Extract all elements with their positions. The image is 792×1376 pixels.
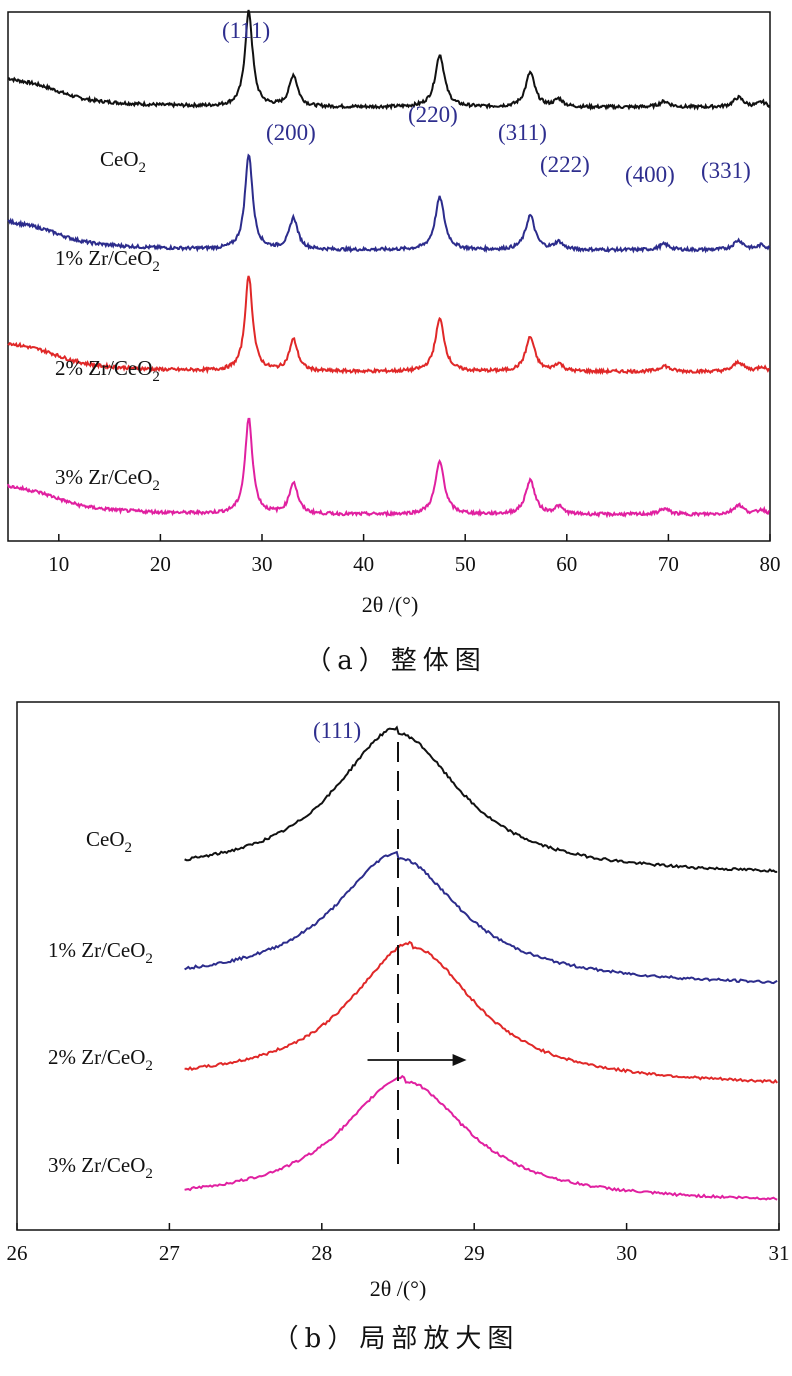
x-tick-label-a-10: 10 [48, 552, 69, 576]
x-axis-title-b: 2θ /(°) [370, 1276, 427, 1301]
series-label-3pct-a: 3% Zr/CeO2 [55, 465, 160, 494]
xrd-curve-4 [7, 417, 770, 519]
zoom-curve-1 [184, 725, 778, 873]
zoom-curve-3 [184, 940, 778, 1084]
peak-label-111-zoom: (111) [313, 718, 361, 743]
peak-label-220: (220) [408, 102, 458, 127]
x-tick-label-b-27: 27 [159, 1241, 180, 1265]
zoom-curve-4 [184, 1074, 778, 1201]
series-label-1pct-b: 1% Zr/CeO2 [48, 938, 153, 967]
xrd-curve-2 [7, 153, 771, 254]
x-axis-title-a: 2θ /(°) [362, 592, 419, 617]
x-tick-label-b-31: 31 [769, 1241, 790, 1265]
x-tick-label-a-40: 40 [353, 552, 374, 576]
xrd-curve-1 [8, 9, 771, 111]
shift-arrowhead [452, 1054, 467, 1066]
x-tick-label-a-80: 80 [760, 552, 781, 576]
peak-label-111: (111) [222, 18, 270, 43]
caption-a: （a）整体图 [305, 646, 487, 676]
x-tick-label-a-70: 70 [658, 552, 679, 576]
series-label-ceo2-a: CeO2 [100, 147, 146, 176]
caption-b: （b）局部放大图 [272, 1324, 520, 1354]
panel-b-frame [16, 701, 780, 1231]
x-tick-label-a-50: 50 [455, 552, 476, 576]
xrd-curve-3 [7, 275, 770, 376]
x-tick-label-b-26: 26 [7, 1241, 28, 1265]
peak-label-311: (311) [498, 120, 547, 145]
series-label-3pct-b: 3% Zr/CeO2 [48, 1153, 153, 1182]
x-tick-label-b-28: 28 [311, 1241, 332, 1265]
x-tick-label-b-30: 30 [616, 1241, 637, 1265]
peak-label-400: (400) [625, 162, 675, 187]
peak-label-200: (200) [266, 120, 316, 145]
series-label-ceo2-b: CeO2 [86, 827, 132, 856]
series-label-2pct-b: 2% Zr/CeO2 [48, 1045, 153, 1074]
peak-label-331: (331) [701, 158, 751, 183]
x-tick-label-a-60: 60 [556, 552, 577, 576]
zoom-curve-2 [184, 850, 778, 985]
peak-label-222: (222) [540, 152, 590, 177]
panel-b: 26 27 28 29 30 31 (111) CeO2 1% Zr/CeO2 2% Zr… [7, 701, 790, 1301]
panel-a: 10 20 30 40 50 60 70 80 CeO2 1% Zr/CeO2 2% Zr/C… [7, 9, 781, 617]
x-tick-label-b-29: 29 [464, 1241, 485, 1265]
series-label-2pct-a: 2% Zr/CeO2 [55, 356, 160, 385]
series-label-1pct-a: 1% Zr/CeO2 [55, 246, 160, 275]
panel-a-frame [7, 11, 771, 542]
x-tick-label-a-20: 20 [150, 552, 171, 576]
x-tick-label-a-30: 30 [252, 552, 273, 576]
